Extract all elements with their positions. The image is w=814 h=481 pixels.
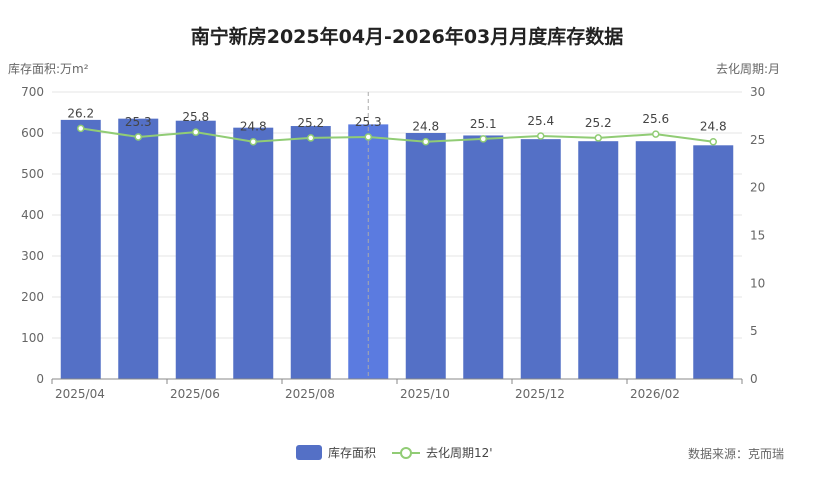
bar xyxy=(635,141,676,379)
legend-line-swatch xyxy=(392,446,421,459)
data-label: 25.4 xyxy=(527,114,554,128)
legend-item-cycle[interactable]: 去化周期12' xyxy=(392,444,493,461)
legend-item-inventory[interactable]: 库存面积 xyxy=(296,444,376,461)
x-tick-label: 2026/02 xyxy=(630,387,680,401)
x-tick-label: 2025/08 xyxy=(285,387,335,401)
line-point xyxy=(479,135,487,143)
line-point xyxy=(537,132,545,140)
data-label: 25.8 xyxy=(182,110,209,124)
data-label: 25.3 xyxy=(355,115,382,129)
bar xyxy=(520,139,561,379)
y-left-tick-label: 400 xyxy=(21,208,44,222)
x-tick-label: 2025/10 xyxy=(400,387,450,401)
y-left-tick-label: 700 xyxy=(21,85,44,99)
y-right-tick-label: 20 xyxy=(750,181,765,195)
x-tick-label: 2025/12 xyxy=(515,387,565,401)
y-right-tick-label: 25 xyxy=(750,133,765,147)
line-point xyxy=(249,137,257,146)
right-axis-label: 去化周期:月 xyxy=(715,62,780,76)
left-axis-label: 库存面积:万m² xyxy=(8,62,89,76)
line-point xyxy=(652,130,660,138)
line-point xyxy=(709,137,717,146)
bar xyxy=(175,120,216,379)
bar xyxy=(60,119,101,379)
y-left-tick-label: 0 xyxy=(36,372,44,386)
bar xyxy=(348,124,389,379)
bar xyxy=(405,133,446,379)
chart-title: 南宁新房2025年04月-2026年03月月度库存数据 xyxy=(190,26,624,48)
y-left-tick-label: 300 xyxy=(21,249,44,263)
line-point xyxy=(77,124,85,133)
y-left-tick-label: 200 xyxy=(21,290,44,304)
bar xyxy=(578,141,619,379)
y-right-tick-label: 10 xyxy=(750,276,765,290)
x-tick-label: 2025/06 xyxy=(170,387,220,401)
line-point xyxy=(134,133,142,141)
bar xyxy=(233,127,274,379)
series-line xyxy=(80,127,714,143)
data-label: 25.2 xyxy=(297,116,324,130)
line-point xyxy=(422,137,430,146)
y-right-tick-label: 30 xyxy=(750,85,765,99)
data-label: 25.3 xyxy=(125,115,152,129)
data-label: 25.2 xyxy=(585,116,612,130)
data-label: 25.1 xyxy=(470,117,497,131)
legend-label-inventory: 库存面积 xyxy=(328,446,377,460)
y-left-tick-label: 500 xyxy=(21,167,44,181)
line-point xyxy=(192,128,200,136)
bar xyxy=(693,145,734,379)
y-right-tick-label: 0 xyxy=(750,372,758,386)
line-point xyxy=(307,134,315,142)
bar xyxy=(290,126,331,379)
y-right-tick-label: 15 xyxy=(750,229,765,243)
data-label: 25.6 xyxy=(642,112,669,126)
data-label: 24.8 xyxy=(700,120,727,134)
x-tick-label: 2025/04 xyxy=(55,387,105,401)
legend-label-cycle: 去化周期12' xyxy=(426,446,493,460)
line-point xyxy=(594,134,602,142)
source-note: 数据来源：克而瑞 xyxy=(688,447,785,461)
y-left-tick-label: 600 xyxy=(21,126,44,140)
legend-bar-swatch xyxy=(296,445,322,460)
data-label: 24.8 xyxy=(412,120,439,134)
y-left-tick-label: 100 xyxy=(21,331,44,345)
bar xyxy=(118,118,159,380)
y-right-tick-label: 5 xyxy=(750,324,758,338)
line-point xyxy=(364,133,372,141)
legend: 库存面积 去化周期12' xyxy=(296,444,509,461)
data-label: 24.8 xyxy=(240,120,267,134)
data-label: 26.2 xyxy=(67,106,94,120)
bar xyxy=(463,135,504,379)
